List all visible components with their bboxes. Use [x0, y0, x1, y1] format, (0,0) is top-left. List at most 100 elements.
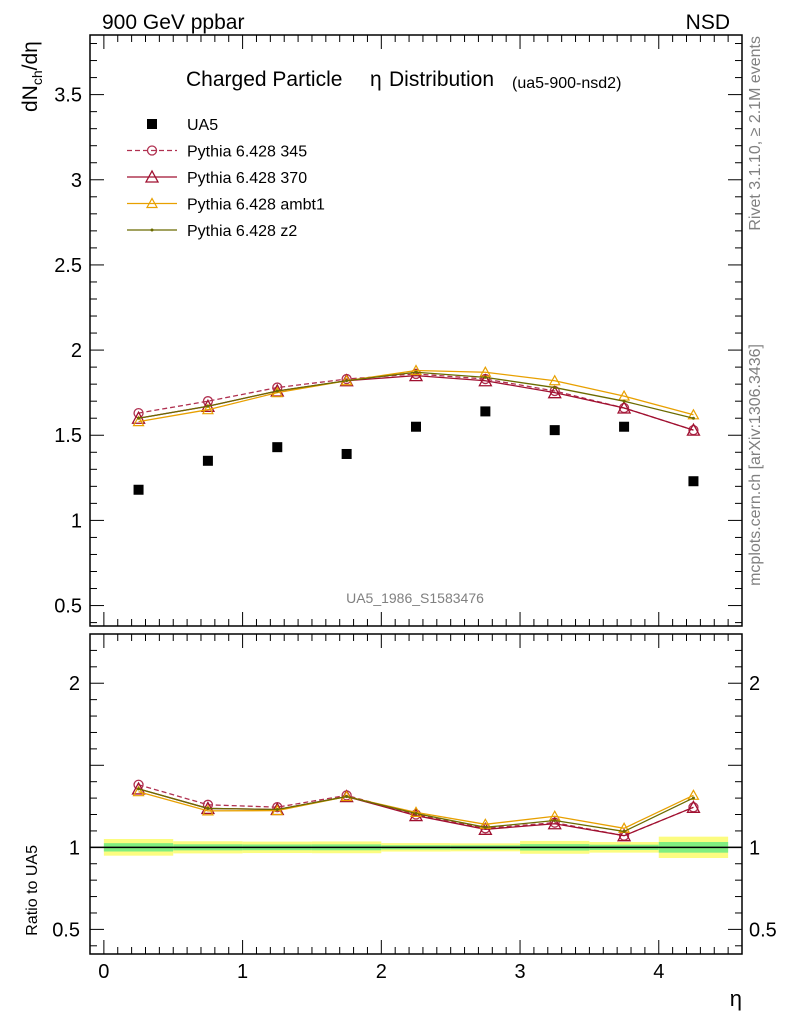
series-point-2 — [409, 364, 423, 376]
mcplots-label: mcplots.cern.ch [arXiv:1306.3436] — [747, 344, 764, 586]
series-point-3 — [137, 416, 141, 420]
ylabel-sub: ch — [29, 70, 45, 85]
axes: 0 1 2 3 4 0.5 1 1.5 2 2.5 3 3.5 0.5 0.5 1 1 2 2 — [52, 34, 777, 983]
ratio-tick-label-left: 0.5 — [52, 919, 80, 941]
y-tick-label: 2 — [71, 340, 82, 362]
ratio-point-3 — [137, 787, 141, 791]
x-tick-label: 2 — [376, 961, 387, 983]
series-point-3 — [691, 416, 695, 420]
ylabel-main: dN — [19, 85, 42, 112]
ratio-tick-label-right: 1 — [749, 837, 760, 859]
ratio-point-3 — [622, 829, 626, 833]
ratio-tick-label-right: 0.5 — [749, 919, 777, 941]
series-point-1 — [478, 373, 493, 387]
svg-text:dNch/dη: dNch/dη — [19, 41, 45, 112]
series-point-3 — [275, 389, 279, 393]
ratio-tick-label-left: 2 — [69, 673, 80, 695]
plot-title: Charged Particle η Distribution (ua5-900… — [186, 68, 621, 92]
data-point — [619, 421, 630, 432]
series-line-3 — [138, 371, 694, 419]
ratio-point-1 — [131, 781, 146, 795]
ratio-point-2 — [409, 806, 423, 817]
x-tick-label: 1 — [237, 961, 248, 983]
ratio-point-2 — [340, 790, 353, 802]
chart-marks — [131, 364, 701, 842]
title-rest: Distribution — [389, 68, 494, 91]
ratio-point-2 — [271, 804, 284, 816]
ratio-tick-label-left: 1 — [69, 837, 80, 859]
y-tick-label: 2.5 — [54, 255, 82, 277]
ratio-point-1 — [408, 808, 424, 822]
legend-label-3: Pythia 6.428 z2 — [187, 223, 297, 240]
header-right: NSD — [686, 11, 730, 34]
ratio-point-1 — [686, 799, 701, 813]
rivet-label: Rivet 3.1.10, ≥ 2.1M events — [747, 36, 764, 231]
y-tick-label: 3.5 — [54, 85, 82, 107]
legend-label-data: UA5 — [187, 117, 218, 134]
series-point-3 — [414, 370, 418, 374]
legend-label-0: Pythia 6.428 345 — [187, 144, 307, 161]
header-left: 900 GeV ppbar — [102, 11, 244, 34]
legend-marker-2 — [145, 197, 159, 209]
legend-label-2: Pythia 6.428 ambt1 — [187, 197, 325, 214]
series-point-1 — [408, 368, 424, 382]
series-point-3 — [206, 404, 210, 408]
data-point — [411, 421, 421, 432]
legend-marker-1 — [144, 169, 160, 183]
ratio-point-3 — [275, 807, 279, 811]
x-axis-label: η — [730, 986, 742, 1011]
y-tick-label: 0.5 — [54, 596, 82, 618]
data-point — [272, 442, 283, 453]
y-tick-label: 1.5 — [54, 425, 82, 447]
data-point — [202, 455, 213, 466]
series-point-3 — [553, 386, 557, 390]
series-line-2 — [138, 369, 694, 423]
ylabel-rest: /dη — [19, 41, 42, 70]
series-point-2 — [132, 415, 145, 427]
main-frame — [89, 34, 743, 627]
series-point-1 — [547, 385, 562, 399]
series-point-2 — [548, 374, 561, 386]
y-tick-label: 3 — [71, 170, 82, 192]
ratio-point-3 — [206, 806, 210, 810]
ratio-y-label: Ratio to UA5 — [24, 845, 41, 936]
data-point — [133, 484, 144, 495]
series-point-3 — [622, 399, 626, 403]
ratio-point-3 — [414, 811, 418, 815]
ratio-point-3 — [553, 819, 557, 823]
legend-marker-3 — [150, 228, 154, 232]
title-symbol: η — [370, 68, 382, 91]
series-point-1 — [616, 400, 632, 414]
ratio-panel — [90, 836, 742, 859]
title-tag: (ua5-900-nsd2) — [512, 75, 621, 92]
title-text: Charged Particle — [186, 68, 342, 91]
x-tick-label: 0 — [98, 961, 109, 983]
ratio-point-2 — [201, 804, 214, 816]
x-tick-label: 4 — [653, 961, 664, 983]
legend-label-1: Pythia 6.428 370 — [187, 170, 307, 187]
data-point — [341, 448, 352, 459]
series-line-0 — [138, 373, 694, 431]
ratio-point-3 — [691, 796, 695, 800]
ratio-frame — [89, 633, 743, 955]
series-point-3 — [483, 375, 487, 379]
data-point — [688, 476, 699, 487]
y-axis-label: dNch/dη — [19, 41, 45, 112]
series-point-3 — [345, 379, 349, 383]
series-point-1 — [686, 422, 701, 436]
ratio-point-3 — [345, 795, 349, 799]
ratio-point-1 — [616, 828, 632, 842]
watermark: UA5_1986_S1583476 — [346, 590, 484, 606]
ratio-point-2 — [132, 785, 145, 797]
ratio-point-1 — [547, 816, 562, 830]
data-point — [549, 425, 560, 436]
ratio-point-3 — [483, 825, 487, 829]
series-point-2 — [201, 403, 214, 415]
ratio-tick-label-right: 2 — [749, 673, 760, 695]
legend-marker-data — [147, 119, 157, 129]
x-tick-label: 3 — [514, 961, 525, 983]
y-tick-label: 1 — [71, 510, 82, 532]
legend: UA5 Pythia 6.428 345 Pythia 6.428 370 Pythi… — [127, 117, 325, 240]
legend-marker-0 — [146, 145, 158, 156]
